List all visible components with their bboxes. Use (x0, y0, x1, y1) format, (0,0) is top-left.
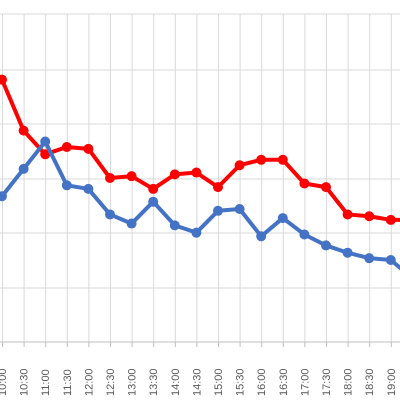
x-tick-label: 18:00 (343, 368, 355, 396)
data-point (364, 211, 375, 222)
x-tick-label: 13:00 (127, 368, 139, 396)
x-tick-label: 17:00 (299, 368, 311, 396)
x-tick-label: 10:00 (0, 368, 9, 396)
axis-layer (0, 341, 400, 347)
data-point (277, 154, 288, 165)
data-point (0, 74, 7, 85)
data-point (385, 255, 396, 265)
data-point (342, 247, 353, 258)
data-point (148, 183, 159, 194)
series-line-2 (0, 139, 400, 271)
grid-layer (0, 13, 400, 342)
x-tick-label: 10:30 (19, 368, 31, 396)
data-point (321, 182, 331, 193)
data-point (321, 240, 331, 251)
x-tick-label: 14:30 (191, 368, 203, 396)
x-tick-label: 12:00 (83, 368, 95, 396)
data-point (299, 229, 310, 240)
data-point (105, 209, 115, 220)
data-point (40, 136, 51, 147)
series-layer (0, 74, 400, 271)
x-tick-label: 15:30 (235, 368, 247, 396)
data-point (83, 183, 94, 194)
data-point (61, 142, 72, 153)
data-point (234, 160, 245, 171)
x-tick-label: 11:30 (62, 369, 74, 396)
data-point (385, 214, 396, 225)
x-tick-label: 12:30 (105, 368, 117, 396)
data-point (191, 227, 202, 238)
x-tick-label: 13:30 (148, 368, 160, 396)
data-point (126, 171, 137, 182)
x-tick-label: 16:30 (278, 368, 290, 396)
series-line-1 (0, 77, 400, 222)
data-point (191, 167, 202, 178)
data-point (256, 231, 267, 242)
data-point (256, 154, 267, 165)
x-tick-label: 11:00 (40, 369, 52, 396)
data-point (342, 209, 353, 220)
data-point (277, 213, 288, 224)
data-point (0, 191, 7, 202)
data-point (299, 178, 310, 189)
x-tick-label: 19:00 (386, 368, 398, 396)
data-point (169, 220, 180, 231)
data-point (148, 196, 159, 207)
x-tick-label: 14:00 (170, 368, 182, 396)
x-tick-label: 17:30 (321, 368, 333, 396)
data-point (18, 125, 29, 136)
data-point (105, 173, 115, 183)
x-tick-label: 16:00 (256, 368, 268, 396)
data-point (126, 218, 137, 229)
data-point (61, 180, 72, 191)
data-point (18, 163, 29, 174)
data-point (364, 253, 375, 264)
data-point (213, 205, 223, 216)
data-point (83, 143, 94, 154)
data-point (234, 203, 245, 214)
data-point (213, 182, 223, 193)
x-tick-label: 18:30 (364, 368, 376, 396)
data-point (169, 169, 180, 180)
tick-label-layer: 10:00 10:30 11:00 11:30 12:00 12:30 13:00 13:30… (0, 368, 398, 396)
data-point (40, 149, 51, 160)
x-tick-label: 15:00 (213, 368, 225, 396)
